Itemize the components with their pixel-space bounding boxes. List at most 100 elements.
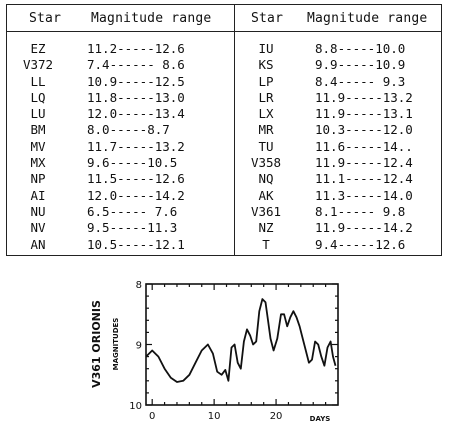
magnitude-range: 10.3-----12.0 — [315, 122, 413, 138]
star-name: MV — [30, 138, 46, 154]
table-left-column: EZ 11.2-----12.6 V372 7.4------ 8.6 LL 10.9… — [11, 41, 231, 253]
table-row: AN 10.5-----12.1 — [11, 237, 231, 253]
magnitude-range: 11.3-----14.0 — [315, 187, 413, 203]
star-name: EZ — [30, 41, 46, 56]
star-name: AI — [30, 187, 46, 203]
header-star-right: Star — [251, 11, 284, 26]
table-row: MX 9.6-----10.5 — [11, 155, 231, 171]
star-name: KS — [258, 57, 274, 73]
star-name: NP — [30, 171, 46, 187]
header-star-left: Star — [29, 11, 62, 26]
header-range-right: Magnitude range — [307, 11, 428, 26]
magnitude-range: 11.2-----12.6 — [87, 41, 185, 56]
table-column-divider — [234, 5, 235, 255]
star-name: LR — [258, 89, 274, 105]
magnitude-range: 12.0-----14.2 — [87, 187, 185, 203]
star-name: LU — [30, 106, 46, 122]
magnitude-range: 11.9-----13.1 — [315, 106, 413, 122]
table-row: LU 12.0-----13.4 — [11, 106, 231, 122]
y-tick-label: 10 — [129, 401, 142, 412]
magnitude-range: 8.0-----8.7 — [87, 122, 170, 138]
plot-frame — [145, 283, 339, 406]
magnitude-range: 8.1----- 9.8 — [315, 203, 406, 219]
table-row: EZ 11.2-----12.6 — [11, 41, 231, 57]
magnitude-range: 11.9-----12.4 — [315, 155, 413, 171]
table-row: KS 9.9-----10.9 — [239, 57, 451, 73]
magnitude-range: 9.9-----10.9 — [315, 57, 406, 73]
star-name: T — [262, 236, 270, 252]
table-row: LP 8.4----- 9.3 — [239, 74, 451, 90]
magnitude-range: 8.4----- 9.3 — [315, 73, 406, 89]
star-name: AN — [30, 236, 46, 252]
table-row: NQ 11.1-----12.4 — [239, 171, 451, 187]
star-name: LL — [30, 73, 46, 89]
star-name: MR — [258, 122, 274, 138]
table-row: TU 11.6-----14.. — [239, 139, 451, 155]
star-name: LX — [258, 106, 274, 122]
magnitude-table: Star Magnitude range Star Magnitude rang… — [6, 4, 442, 256]
star-name: NZ — [258, 220, 274, 236]
light-curve-line — [145, 298, 337, 383]
star-name: BM — [30, 122, 46, 138]
light-curve-chart: V361 ORIONIS MAGNITUDES DAYS 0 10 20 8 9 10 — [0, 262, 451, 425]
magnitude-range: 10.9-----12.5 — [87, 73, 185, 89]
table-row: BM 8.0-----8.7 — [11, 122, 231, 138]
x-axis-label: DAYS — [310, 415, 331, 423]
table-row: T 9.4-----12.6 — [239, 237, 451, 253]
y-axis-label: MAGNITUDES — [112, 318, 120, 371]
table-row: V361 8.1----- 9.8 — [239, 204, 451, 220]
table-row: LL 10.9-----12.5 — [11, 74, 231, 90]
x-tick-label: 20 — [270, 411, 283, 422]
table-row: NP 11.5-----12.6 — [11, 171, 231, 187]
table-row: LX 11.9-----13.1 — [239, 106, 451, 122]
star-name: AK — [258, 187, 274, 203]
table-header-divider — [7, 31, 441, 32]
magnitude-range: 11.5-----12.6 — [87, 171, 185, 187]
x-tick-label: 10 — [208, 411, 221, 422]
magnitude-range: 10.5-----12.1 — [87, 236, 185, 252]
table-row: LQ 11.8-----13.0 — [11, 90, 231, 106]
magnitude-range: 7.4------ 8.6 — [87, 57, 185, 73]
magnitude-range: 9.5-----11.3 — [87, 220, 178, 236]
magnitude-range: 6.5----- 7.6 — [87, 203, 178, 219]
table-row: NU 6.5----- 7.6 — [11, 204, 231, 220]
star-name: IU — [258, 41, 274, 56]
magnitude-range: 11.9-----14.2 — [315, 220, 413, 236]
magnitude-range: 11.8-----13.0 — [87, 89, 185, 105]
table-row: NZ 11.9-----14.2 — [239, 220, 451, 236]
star-name: NQ — [258, 171, 274, 187]
y-tick-label: 8 — [136, 280, 142, 291]
star-name: V372 — [22, 57, 54, 73]
table-row: MR 10.3-----12.0 — [239, 122, 451, 138]
magnitude-range: 11.7-----13.2 — [87, 138, 185, 154]
magnitude-range: 12.0-----13.4 — [87, 106, 185, 122]
header-range-left: Magnitude range — [91, 11, 212, 26]
table-row: MV 11.7-----13.2 — [11, 139, 231, 155]
star-name: V361 — [250, 203, 282, 219]
star-name: LP — [258, 73, 274, 89]
table-row: AK 11.3-----14.0 — [239, 188, 451, 204]
chart-title: V361 ORIONIS — [90, 300, 103, 388]
axis-ticks: 0 10 20 8 9 10 — [129, 280, 338, 422]
star-name: LQ — [30, 89, 46, 105]
magnitude-range: 9.4-----12.6 — [315, 236, 406, 252]
magnitude-range: 11.6-----14.. — [315, 138, 413, 154]
table-row: V372 7.4------ 8.6 — [11, 57, 231, 73]
table-row: AI 12.0-----14.2 — [11, 188, 231, 204]
star-name: TU — [258, 138, 274, 154]
table-row: NV 9.5-----11.3 — [11, 220, 231, 236]
y-tick-label: 9 — [136, 341, 142, 352]
table-row: V358 11.9-----12.4 — [239, 155, 451, 171]
x-tick-label: 0 — [149, 411, 155, 422]
star-name: V358 — [250, 155, 282, 171]
star-name: NU — [30, 203, 46, 219]
light-curve-svg: V361 ORIONIS MAGNITUDES DAYS 0 10 20 8 9 10 — [90, 280, 339, 423]
magnitude-range: 11.9-----13.2 — [315, 89, 413, 105]
magnitude-range: 11.1-----12.4 — [315, 171, 413, 187]
magnitude-range: 9.6-----10.5 — [87, 155, 178, 171]
table-row: LR 11.9-----13.2 — [239, 90, 451, 106]
star-name: MX — [30, 155, 46, 171]
table-row: IU 8.8-----10.0 — [239, 41, 451, 57]
star-name: NV — [30, 220, 46, 236]
table-right-column: IU 8.8-----10.0 KS 9.9-----10.9 LP 8.4-----… — [239, 41, 451, 253]
